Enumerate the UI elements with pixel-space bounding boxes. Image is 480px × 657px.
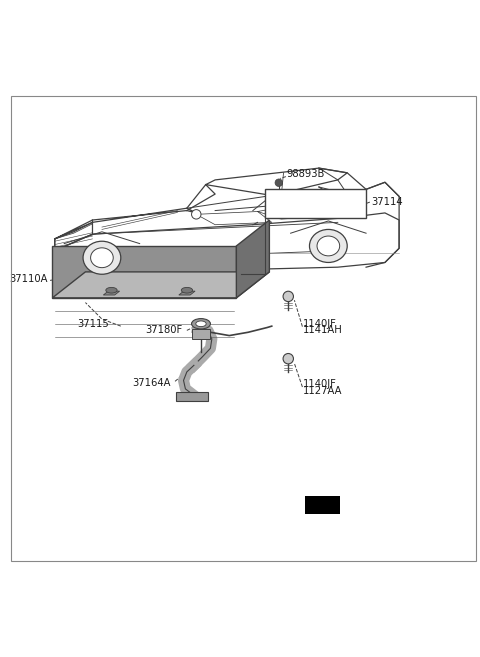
Text: 37180F: 37180F [145,325,182,335]
Circle shape [275,179,283,187]
Text: 37164A: 37164A [132,378,170,388]
Text: 37110A: 37110A [9,275,48,284]
Text: 1127AA: 1127AA [302,386,342,396]
Circle shape [192,210,201,219]
Ellipse shape [106,287,117,293]
Polygon shape [52,272,269,298]
Circle shape [283,291,293,302]
Polygon shape [103,291,120,295]
Ellipse shape [181,287,192,293]
Ellipse shape [310,229,347,262]
Polygon shape [179,291,195,295]
Text: 1140JF: 1140JF [302,379,336,389]
Text: 37115: 37115 [77,319,109,328]
Circle shape [283,353,293,364]
Bar [264,189,366,217]
Bar [176,392,208,401]
Ellipse shape [83,241,121,274]
Text: 37114: 37114 [371,197,402,207]
Polygon shape [52,246,236,298]
Ellipse shape [196,321,206,327]
Bar [192,329,210,339]
Ellipse shape [317,236,340,256]
Ellipse shape [91,248,113,267]
Text: 1140JF: 1140JF [302,319,336,328]
Bar [305,496,340,514]
Ellipse shape [192,319,210,329]
Polygon shape [236,220,269,298]
Text: 1141AH: 1141AH [302,325,342,335]
Text: 98893B: 98893B [287,169,325,179]
